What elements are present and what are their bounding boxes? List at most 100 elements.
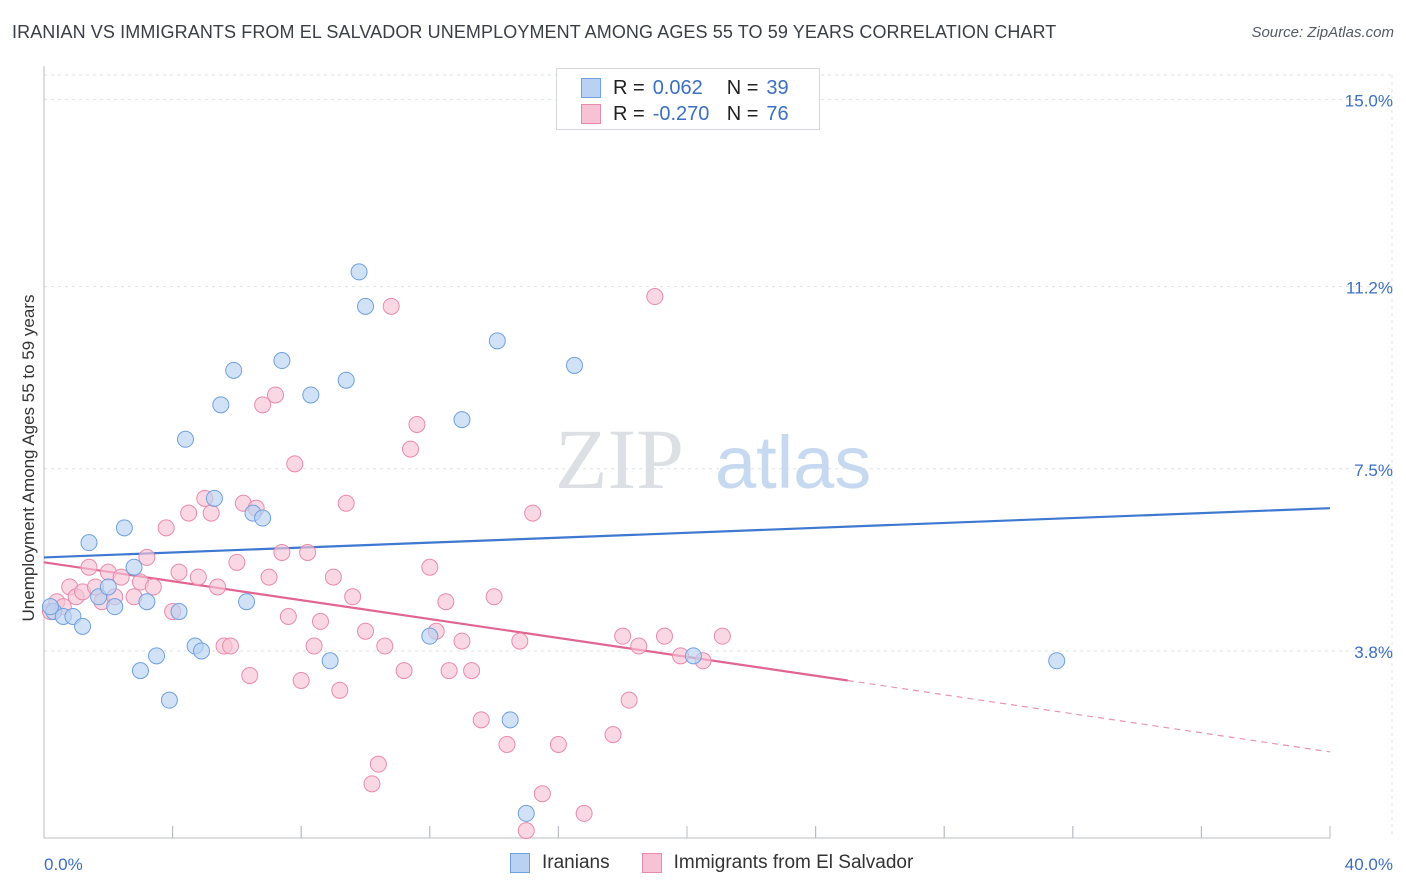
point-el-salvador [305, 637, 323, 655]
legend-r-label: R = [613, 76, 645, 99]
trend-line-iranians [43, 507, 1331, 559]
point-iranians [254, 509, 272, 527]
point-el-salvador [292, 671, 310, 689]
watermark-zip: ZIP [555, 411, 684, 507]
point-el-salvador [286, 455, 304, 473]
y-axis-label: Unemployment Among Ages 55 to 59 years [19, 295, 38, 622]
legend-n-value: 76 [766, 102, 789, 125]
legend-item-el-salvador[interactable]: Immigrants from El Salvador [641, 852, 914, 874]
point-iranians [193, 642, 211, 660]
point-el-salvador [382, 297, 400, 315]
trend-lines [43, 507, 1331, 753]
point-iranians [273, 352, 291, 370]
point-el-salvador [254, 396, 272, 414]
point-iranians [131, 662, 149, 680]
point-iranians [488, 332, 506, 350]
legend-swatch-iranians [510, 853, 530, 873]
point-el-salvador [655, 627, 673, 645]
point-el-salvador [144, 578, 162, 596]
legend-swatch-el-salvador [581, 104, 601, 124]
point-el-salvador [421, 558, 439, 576]
point-iranians [170, 603, 188, 621]
point-iranians [238, 593, 256, 611]
point-el-salvador [713, 627, 731, 645]
point-el-salvador [485, 588, 503, 606]
point-el-salvador [408, 416, 426, 434]
legend-r-value: -0.270 [652, 102, 710, 125]
point-iranians [138, 593, 156, 611]
y-tick-label: 15.0% [1345, 92, 1393, 111]
watermark-atlas: atlas [715, 421, 871, 504]
point-iranians [212, 396, 230, 414]
point-iranians [80, 534, 98, 552]
point-el-salvador [324, 568, 342, 586]
legend-r-label: R = [613, 102, 645, 125]
point-iranians [517, 804, 535, 822]
point-iranians [684, 647, 702, 665]
point-iranians [106, 598, 124, 616]
legend-label-el-salvador: Immigrants from El Salvador [673, 852, 914, 873]
legend-item-iranians[interactable]: Iranians [510, 852, 610, 874]
data-points [41, 263, 1066, 840]
point-el-salvador [189, 568, 207, 586]
point-el-salvador [533, 785, 551, 803]
point-iranians [350, 263, 368, 281]
point-iranians [41, 598, 59, 616]
point-el-salvador [112, 568, 130, 586]
y-tick-label: 3.8% [1354, 643, 1393, 662]
correlation-legend: R = 0.062 N = 39 R = -0.270 N = 76 [556, 68, 820, 130]
point-el-salvador [402, 440, 420, 458]
legend-n-label: N = [726, 76, 759, 99]
point-el-salvador [311, 612, 329, 630]
point-el-salvador [437, 593, 455, 611]
point-el-salvador [363, 775, 381, 793]
x-tick-label-max: 40.0% [1345, 855, 1393, 874]
point-el-salvador [369, 755, 387, 773]
point-el-salvador [646, 288, 664, 306]
point-el-salvador [180, 504, 198, 522]
y-tick-label: 11.2% [1346, 279, 1393, 298]
point-el-salvador [575, 804, 593, 822]
point-el-salvador [202, 504, 220, 522]
legend-n-label: N = [726, 102, 759, 125]
x-tick-label-min: 0.0% [44, 855, 83, 874]
legend-label-iranians: Iranians [542, 852, 610, 873]
chart-title: IRANIAN VS IMMIGRANTS FROM EL SALVADOR U… [12, 22, 1057, 42]
point-iranians [501, 711, 519, 729]
point-iranians [321, 652, 339, 670]
point-el-salvador [395, 662, 413, 680]
point-el-salvador [472, 711, 490, 729]
point-iranians [205, 489, 223, 507]
point-el-salvador [440, 662, 458, 680]
point-iranians [148, 647, 166, 665]
point-el-salvador [630, 637, 648, 655]
point-iranians [453, 411, 471, 429]
point-el-salvador [517, 822, 535, 840]
point-el-salvador [604, 726, 622, 744]
source-label: Source: ZipAtlas.com [1251, 24, 1394, 41]
point-iranians [176, 430, 194, 448]
point-el-salvador [209, 578, 227, 596]
point-iranians [115, 519, 133, 537]
point-iranians [357, 297, 374, 315]
legend-row-iranians: R = 0.062 N = 39 [581, 76, 789, 100]
point-el-salvador [221, 637, 239, 655]
legend-swatch-el-salvador [641, 853, 662, 873]
point-el-salvador [266, 386, 284, 404]
point-iranians [421, 627, 439, 645]
tick-labels: 3.8% 7.5% 11.2% 15.0% 0.0% 40.0% [44, 92, 1393, 874]
point-el-salvador [376, 637, 394, 655]
point-iranians [225, 361, 243, 379]
point-el-salvador [331, 681, 349, 699]
point-el-salvador [614, 627, 632, 645]
legend-swatch-iranians [581, 78, 601, 98]
point-el-salvador [138, 548, 156, 566]
point-iranians [565, 356, 583, 374]
point-el-salvador [357, 622, 374, 640]
point-el-salvador [157, 519, 175, 537]
point-el-salvador [453, 632, 471, 650]
point-el-salvador [228, 553, 246, 571]
point-iranians [302, 386, 320, 404]
series-legend: Iranians Immigrants from El Salvador [510, 852, 945, 874]
